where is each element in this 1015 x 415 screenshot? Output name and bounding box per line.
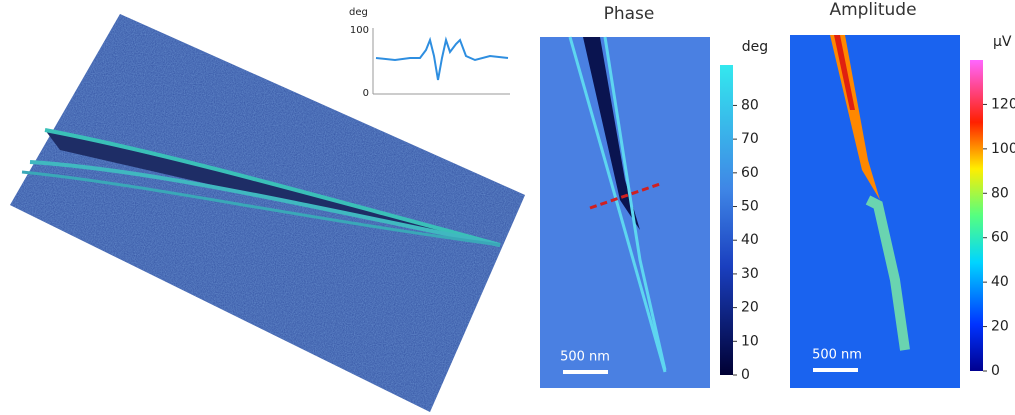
inset-tick: 0	[363, 88, 369, 99]
colorbar-tick-label: 0	[991, 363, 1000, 379]
colorbar-tick-label: 100	[991, 141, 1015, 157]
figure: deg 100 0 Phase 500 nm deg Amplitude 500…	[0, 0, 1015, 415]
scale-bar-label: 500 nm	[560, 350, 610, 365]
colorbar-tick-label: 120	[991, 96, 1015, 112]
colorbar-tick-label: 40	[741, 232, 759, 248]
colorbar-tick-label: 80	[741, 97, 759, 113]
inset-profile: deg 100 0	[343, 3, 513, 103]
colorbar-tick-label: 60	[991, 230, 1009, 246]
colorbar-tick-label: 30	[741, 266, 759, 282]
colorbar-tick-label: 20	[741, 300, 759, 316]
amplitude-panel: Amplitude 500 nm µV	[790, 0, 1012, 388]
colorbar	[720, 65, 733, 375]
colorbar-tick-label: 0	[741, 367, 750, 383]
panel-title: Phase	[604, 4, 655, 24]
colorbar-unit: µV	[993, 34, 1012, 50]
colorbar-unit: deg	[742, 39, 768, 55]
colorbar-tick-label: 80	[991, 185, 1009, 201]
colorbar-tick-label: 50	[741, 199, 759, 215]
colorbar-tick-label: 10	[741, 333, 759, 349]
panel-title: Amplitude	[829, 0, 916, 20]
colorbar-tick-label: 60	[741, 165, 759, 181]
page: deg 100 0 Phase 500 nm deg Amplitude 500…	[0, 0, 1015, 415]
phase-panel: Phase 500 nm deg	[540, 4, 768, 388]
inset-tick: 100	[350, 25, 369, 36]
colorbar-tick-label: 40	[991, 274, 1009, 290]
colorbar-tick-label: 70	[741, 131, 759, 147]
colorbar-tick-label: 20	[991, 319, 1009, 335]
phase-map	[540, 37, 710, 388]
colorbar	[970, 60, 983, 371]
scale-bar-label: 500 nm	[812, 348, 862, 363]
scale-bar	[563, 370, 608, 374]
scale-bar	[813, 368, 858, 372]
inset-unit: deg	[349, 7, 368, 18]
